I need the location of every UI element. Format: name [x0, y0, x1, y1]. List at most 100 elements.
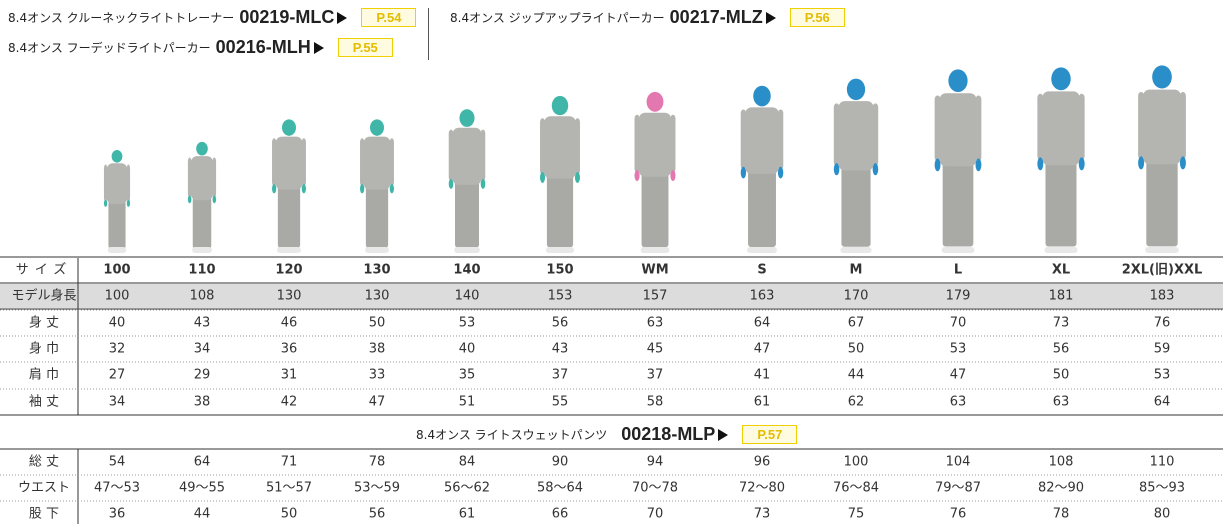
figure-body	[453, 128, 482, 185]
figure-hand	[834, 163, 840, 175]
figure-head	[948, 69, 967, 92]
figure-arm	[390, 138, 394, 186]
cell: 51〜57	[266, 481, 312, 496]
cell: 76	[950, 507, 967, 522]
cell: 38	[194, 395, 211, 410]
size-label: WM	[641, 263, 668, 278]
figure-shoe	[942, 247, 975, 253]
cell: 170	[844, 289, 869, 304]
figure-head	[196, 142, 208, 156]
cell: 85〜93	[1139, 481, 1185, 496]
figure-arm	[1037, 94, 1043, 160]
cell: 34	[194, 342, 211, 357]
figure-legs	[748, 169, 776, 247]
cell: 44	[194, 507, 211, 522]
cell: 79〜87	[935, 481, 981, 496]
figure-shoe	[454, 247, 480, 253]
cell: 75	[848, 507, 865, 522]
figure-body	[839, 101, 874, 170]
figure-head	[459, 109, 474, 127]
figure-arm	[778, 109, 783, 169]
figure-arm	[1138, 92, 1144, 159]
cell: 47	[754, 342, 771, 357]
figure-arm	[1180, 92, 1186, 159]
cell: 80	[1154, 507, 1171, 522]
figure-hand	[1079, 157, 1085, 170]
figure-shoe	[546, 247, 574, 253]
figure-hand	[360, 184, 364, 193]
figure-arm	[1079, 94, 1085, 160]
cell: 32	[109, 342, 126, 357]
figure-legs	[943, 161, 974, 247]
figure-arm	[873, 103, 879, 165]
cell: 54	[109, 455, 126, 470]
cell: 29	[194, 368, 211, 383]
cell: 53〜59	[354, 481, 400, 496]
cell: 64	[1154, 395, 1171, 410]
figure-shoe	[365, 247, 389, 253]
figure-hand	[1138, 156, 1144, 169]
cell: 56	[1053, 342, 1070, 357]
figure-head	[753, 86, 771, 107]
figure-legs	[1045, 160, 1076, 247]
row-label: モデル身長	[11, 288, 76, 304]
figure-legs	[547, 174, 573, 247]
figure-arm	[127, 165, 130, 202]
cell: 56〜62	[444, 481, 490, 496]
cell: 50	[281, 507, 298, 522]
figure-shoe	[747, 247, 777, 253]
cell: 27	[109, 368, 126, 383]
figure-arm	[635, 115, 640, 173]
cell: 40	[109, 316, 126, 331]
page-badge[interactable]: P.57	[742, 425, 797, 444]
figure-arm	[834, 103, 840, 165]
figure-arm	[188, 158, 192, 198]
figure-arm	[575, 118, 580, 174]
figure-body	[940, 93, 977, 166]
figure-legs	[1146, 159, 1177, 247]
figure-head	[647, 92, 664, 112]
cell: 63	[1053, 395, 1070, 410]
figure-legs	[642, 172, 669, 247]
cell: 53	[459, 316, 476, 331]
figure-hand	[976, 158, 982, 171]
cell: 67	[848, 316, 865, 331]
figure-shoe	[1044, 247, 1077, 253]
row-bg	[0, 284, 1223, 308]
cell: 53	[1154, 368, 1171, 383]
row-label: 肩 巾	[29, 367, 59, 383]
figure-head	[1152, 65, 1172, 88]
cell: 50	[1053, 368, 1070, 383]
cell: 62	[848, 395, 865, 410]
figure-hand	[873, 163, 879, 175]
figure-body	[745, 107, 778, 174]
arrow	[718, 429, 728, 441]
figure-shoe	[1145, 247, 1179, 253]
figure-arm	[360, 138, 364, 186]
cell: 40	[459, 342, 476, 357]
figure-arm	[272, 138, 276, 186]
cell: 51	[459, 395, 476, 410]
cell: 31	[281, 368, 298, 383]
figure-arm	[104, 165, 107, 202]
cell: 41	[754, 368, 771, 383]
size-table: サイズ100110120130140150WMSMLXL2XL(旧)XXLモデル…	[0, 0, 1223, 524]
cell: 44	[848, 368, 865, 383]
cell: 104	[946, 455, 971, 470]
figure-shoe	[108, 247, 126, 253]
figure-arm	[449, 130, 454, 181]
figure-arm	[481, 130, 486, 181]
size-label: 2XL(旧)XXL	[1122, 263, 1203, 278]
cell: 73	[1053, 316, 1070, 331]
figure-hand	[449, 179, 454, 189]
product-code: 00218-MLP	[621, 424, 715, 445]
figure-head	[370, 119, 384, 135]
cell: 36	[109, 507, 126, 522]
cell: 49〜55	[179, 481, 225, 496]
cell: 90	[552, 455, 569, 470]
cell: 140	[455, 289, 480, 304]
size-label: L	[954, 263, 962, 278]
figure-hand	[575, 172, 580, 183]
figure-body	[107, 163, 127, 204]
figure-shoe	[641, 247, 670, 253]
